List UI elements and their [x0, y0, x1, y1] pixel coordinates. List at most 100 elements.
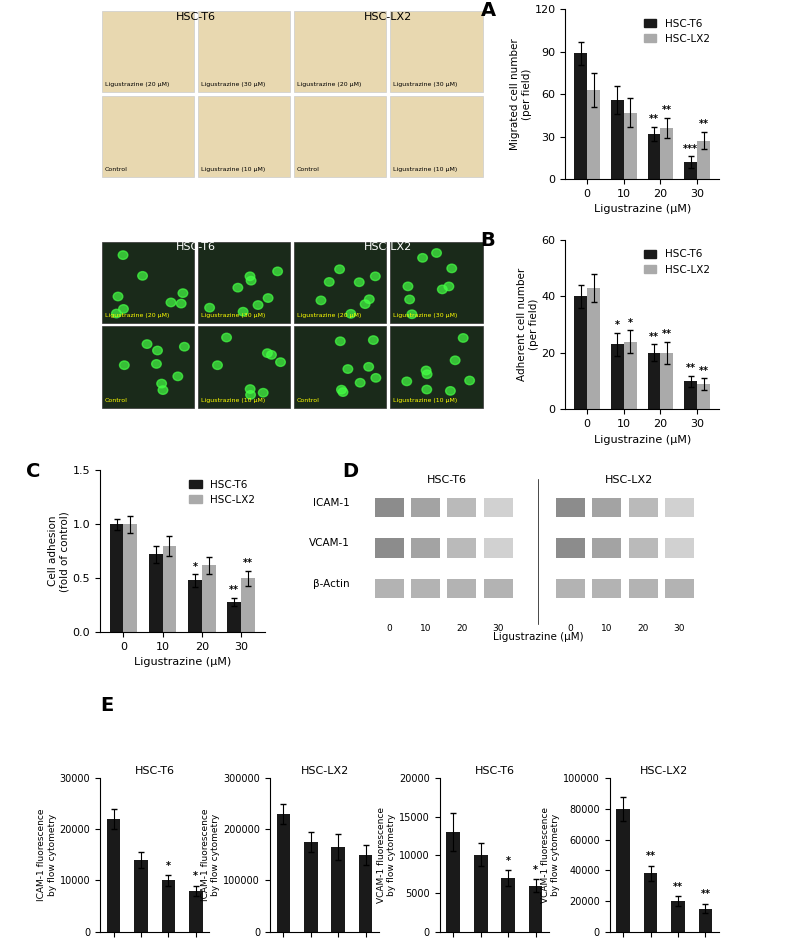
Bar	[665, 498, 694, 518]
Circle shape	[237, 275, 246, 283]
Text: *: *	[533, 865, 538, 875]
Circle shape	[259, 306, 269, 314]
Bar	[665, 538, 694, 558]
Circle shape	[246, 380, 256, 389]
Bar	[684, 381, 697, 409]
Text: Ligustrazine (20 μM): Ligustrazine (20 μM)	[105, 313, 169, 318]
Y-axis label: VCAM-1 fluorescence
by flow cytometry: VCAM-1 fluorescence by flow cytometry	[541, 806, 560, 903]
Bar	[134, 860, 148, 932]
Text: 30: 30	[674, 624, 685, 633]
Text: 10: 10	[601, 624, 613, 633]
Bar	[592, 498, 622, 518]
Text: **: **	[229, 585, 239, 596]
Bar	[447, 832, 460, 932]
Bar	[447, 498, 476, 518]
Circle shape	[344, 253, 353, 262]
Text: HSC-T6: HSC-T6	[427, 475, 467, 486]
Text: Ligustrazine (20 μM): Ligustrazine (20 μM)	[297, 313, 361, 318]
Bar	[684, 162, 697, 179]
X-axis label: Ligustrazine (μM): Ligustrazine (μM)	[133, 657, 231, 667]
Bar	[123, 524, 137, 632]
Circle shape	[463, 292, 472, 300]
Bar	[697, 141, 710, 179]
Circle shape	[167, 295, 177, 303]
Text: **: **	[649, 114, 659, 124]
Circle shape	[220, 337, 229, 345]
Circle shape	[275, 347, 284, 356]
Text: Ligustrazine (30 μM): Ligustrazine (30 μM)	[393, 313, 458, 318]
Text: 10: 10	[420, 624, 431, 633]
Bar	[375, 538, 403, 558]
Bar	[411, 579, 440, 598]
Circle shape	[328, 306, 338, 314]
Circle shape	[425, 343, 435, 351]
Text: B: B	[481, 231, 495, 250]
Text: Ligustrazine (10 μM): Ligustrazine (10 μM)	[201, 167, 265, 172]
Bar	[483, 498, 513, 518]
Circle shape	[117, 266, 126, 275]
Circle shape	[162, 332, 172, 341]
Bar	[390, 11, 483, 92]
X-axis label: Ligustrazine (μM): Ligustrazine (μM)	[594, 435, 691, 445]
Bar	[501, 878, 515, 932]
Text: 0: 0	[387, 624, 392, 633]
Bar	[294, 242, 387, 323]
Text: ICAM-1: ICAM-1	[312, 498, 349, 508]
Text: **: **	[701, 889, 710, 900]
Bar	[556, 579, 585, 598]
Y-axis label: Cell adhesion
(fold of control): Cell adhesion (fold of control)	[48, 511, 70, 592]
Bar	[101, 242, 194, 323]
Bar	[587, 288, 600, 409]
Legend: HSC-T6, HSC-LX2: HSC-T6, HSC-LX2	[640, 246, 714, 279]
Circle shape	[327, 302, 336, 311]
Text: *: *	[166, 861, 171, 870]
Circle shape	[136, 377, 145, 386]
Text: **: **	[673, 882, 683, 892]
Text: HSC-LX2: HSC-LX2	[604, 475, 653, 486]
Bar	[447, 579, 476, 598]
Bar	[483, 538, 513, 558]
Bar	[101, 96, 194, 177]
Bar	[101, 11, 194, 92]
Text: Control: Control	[297, 398, 320, 403]
Circle shape	[208, 260, 217, 268]
Bar	[556, 538, 585, 558]
Circle shape	[464, 393, 474, 402]
Circle shape	[211, 384, 221, 392]
Circle shape	[328, 386, 337, 394]
Text: Ligustrazine (10 μM): Ligustrazine (10 μM)	[201, 398, 265, 403]
Bar	[202, 566, 216, 632]
Bar	[294, 96, 387, 177]
Text: *: *	[628, 317, 633, 327]
Bar	[556, 498, 585, 518]
Bar	[661, 353, 674, 409]
Circle shape	[414, 278, 424, 286]
Bar	[616, 809, 630, 932]
Bar	[661, 128, 674, 179]
Text: 20: 20	[638, 624, 649, 633]
Circle shape	[236, 251, 245, 260]
Text: Ligustrazine (10 μM): Ligustrazine (10 μM)	[393, 167, 457, 172]
Circle shape	[113, 267, 123, 276]
Circle shape	[403, 346, 413, 355]
Circle shape	[409, 384, 419, 392]
Bar	[624, 113, 637, 179]
Title: HSC-LX2: HSC-LX2	[640, 766, 689, 776]
Circle shape	[396, 343, 406, 351]
Circle shape	[445, 295, 455, 303]
Bar	[648, 353, 661, 409]
Text: 30: 30	[492, 624, 504, 633]
Text: Control: Control	[105, 167, 128, 172]
Circle shape	[411, 255, 421, 263]
Text: HSC-LX2: HSC-LX2	[364, 12, 412, 22]
Bar	[529, 885, 543, 932]
Circle shape	[123, 335, 133, 343]
Bar	[149, 554, 163, 632]
Text: Ligustrazine (20 μM): Ligustrazine (20 μM)	[105, 83, 169, 88]
Text: Ligustrazine (30 μM): Ligustrazine (30 μM)	[201, 313, 265, 318]
Bar	[629, 579, 658, 598]
Text: Ligustrazine (10 μM): Ligustrazine (10 μM)	[393, 398, 457, 403]
Text: HSC-T6: HSC-T6	[176, 243, 216, 252]
Circle shape	[436, 334, 446, 343]
Bar	[332, 847, 345, 932]
